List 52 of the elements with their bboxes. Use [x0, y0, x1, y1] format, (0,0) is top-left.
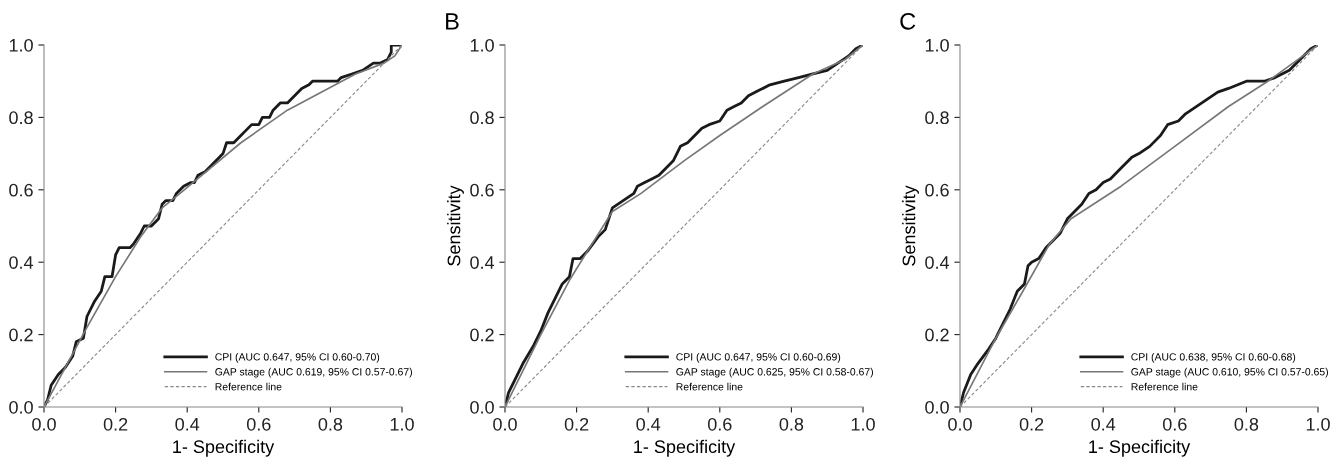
x-tick-label: 0.4	[1091, 417, 1116, 431]
y-tick-label: 0.0	[925, 400, 949, 414]
x-tick-label: 0.4	[175, 417, 200, 431]
legend-label: Reference line	[215, 382, 282, 391]
chart-title: C	[900, 12, 916, 30]
chart-title: B	[446, 13, 459, 30]
y-tick-label: 0.2	[9, 328, 33, 342]
y-axis-title: Sensitivity	[902, 185, 919, 266]
legend-label: CPI (AUC 0.647, 95% CI 0.60-0.69)	[676, 352, 841, 363]
legend-label: CPI (AUC 0.647, 95% CI 0.60-0.70)	[215, 352, 380, 363]
y-tick-label: 0.6	[925, 183, 949, 197]
x-tick-label: 0.6	[707, 417, 732, 431]
y-tick-label: 0.0	[9, 400, 33, 414]
y-tick-label: 0.2	[925, 328, 949, 342]
y-tick-label: 1.0	[470, 38, 494, 52]
y-tick-label: 0.2	[470, 328, 494, 342]
y-tick-label: 0.8	[925, 111, 949, 125]
y-tick-label: 1.0	[9, 38, 33, 52]
x-tick-label: 0.2	[564, 417, 589, 431]
y-tick-label: 0.0	[470, 400, 494, 414]
y-axis-title: Sensitivity	[447, 185, 464, 266]
legend-label: CPI (AUC 0.638, 95% CI 0.60-0.68)	[1131, 352, 1296, 363]
legend-label: GAP stage (AUC 0.625, 95% CI 0.58-0.67)	[676, 367, 873, 378]
legend-label: Reference line	[676, 382, 743, 391]
x-tick-label: 0.0	[493, 417, 517, 431]
x-axis-title: 1- Specificity	[1089, 439, 1191, 457]
x-axis-title: 1- Specificity	[173, 439, 275, 457]
x-tick-label: 0.8	[318, 417, 343, 431]
y-tick-label: 0.6	[9, 183, 33, 197]
legend-label: GAP stage (AUC 0.610, 95% CI 0.57-0.65)	[1131, 367, 1328, 378]
x-tick-label: 0.0	[948, 417, 972, 431]
x-tick-label: 0.2	[103, 417, 128, 431]
y-tick-label: 0.8	[470, 111, 494, 125]
x-tick-label: 0.6	[1162, 417, 1187, 431]
x-axis-title: 1- Specificity	[634, 439, 736, 457]
x-tick-label: 1.0	[390, 417, 414, 431]
y-tick-label: 0.4	[470, 256, 495, 269]
x-tick-label: 0.2	[1019, 417, 1044, 431]
x-tick-label: 0.8	[1234, 417, 1259, 431]
legend-label: GAP stage (AUC 0.619, 95% CI 0.57-0.67)	[215, 367, 412, 378]
legend-label: Reference line	[1131, 382, 1198, 391]
y-tick-label: 0.4	[925, 256, 950, 269]
x-tick-label: 1.0	[851, 417, 875, 431]
y-tick-label: 0.4	[9, 256, 34, 269]
x-tick-label: 0.8	[779, 417, 804, 431]
x-tick-label: 1.0	[1306, 417, 1330, 431]
x-tick-label: 0.6	[246, 417, 271, 431]
x-tick-label: 0.0	[32, 417, 56, 431]
y-tick-label: 0.6	[470, 183, 494, 197]
y-tick-label: 1.0	[925, 38, 949, 52]
y-tick-label: 0.8	[9, 111, 33, 125]
x-tick-label: 0.4	[636, 417, 661, 431]
